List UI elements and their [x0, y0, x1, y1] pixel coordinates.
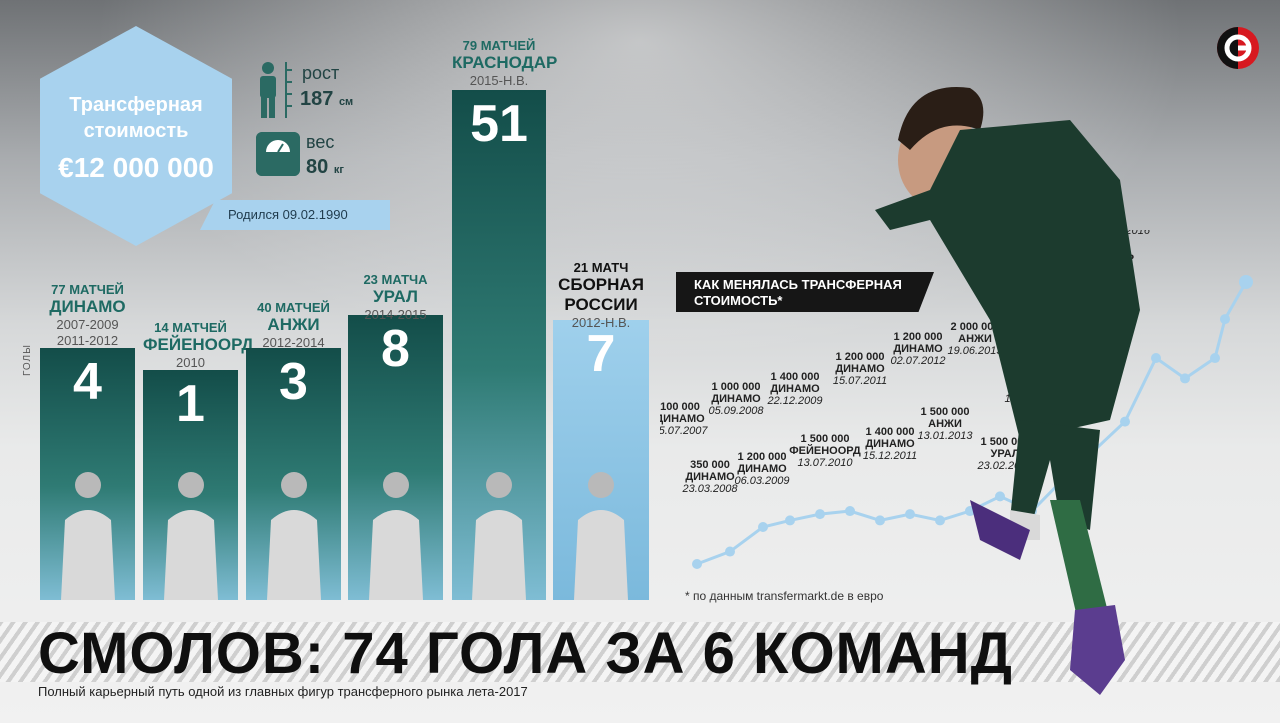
transfer-value-point-label: 350 000 ДИНАМО 23.03.2008: [681, 459, 738, 495]
club-bar-2: 1: [143, 370, 238, 600]
weight-unit: кг: [333, 164, 344, 176]
club-bar-4: 8: [348, 315, 443, 600]
club-years: 2015-Н.В.: [469, 73, 529, 88]
club-name: УРАЛ: [373, 287, 418, 306]
club-goals-value: 51: [470, 95, 528, 153]
transfer-value-point: [1120, 416, 1130, 427]
transfer-value-point: [935, 515, 945, 526]
goals-axis-label: ГОЛЫ: [22, 344, 33, 376]
transfer-value-point: [1210, 353, 1220, 364]
club-bar-1: 4: [40, 348, 135, 600]
chart-footnote: * по данным transfermarkt.de в евро: [685, 589, 884, 603]
club-goals-value: 4: [73, 353, 102, 411]
weight-label: вес: [306, 132, 335, 152]
transfer-value-amount: €12 000 000: [58, 152, 214, 183]
club-header-1: 77 МАТЧЕЙ ДИНАМО 2007-2009 2011-2012: [40, 282, 135, 349]
transfer-value-point: [845, 506, 855, 517]
club-goals-value: 3: [279, 353, 308, 411]
club-matches: 14 МАТЧЕЙ: [154, 320, 227, 335]
height-label: рост: [302, 63, 340, 83]
club-bar-5: 51: [452, 90, 546, 600]
club-name: ДИНАМО: [49, 297, 126, 316]
club-name: КРАСНОДАР: [452, 53, 558, 72]
transfer-value-point-label: 1 200 000 ДИНАМО 15.07.2011: [833, 351, 887, 387]
club-header-4: 23 МАТЧА УРАЛ 2014-2015: [348, 272, 443, 323]
club-player-photo: [368, 472, 423, 600]
club-goals-value: 7: [586, 325, 616, 383]
club-matches: 21 МАТЧ: [573, 260, 629, 275]
club-header-2: 14 МАТЧЕЙ ФЕЙЕНООРД 2010: [143, 320, 254, 371]
transfer-value-point: [1239, 275, 1253, 289]
sports-logo-icon: [1217, 27, 1259, 69]
transfer-value-point-label: 2 000 000 АНЖИ 19.06.2013: [947, 321, 1003, 357]
club-name: ФЕЙЕНООРД: [143, 335, 254, 354]
headline-stripe-band: [0, 622, 1280, 682]
transfer-value-point: [785, 515, 795, 526]
club-player-photo: [163, 472, 218, 600]
height-unit: см: [338, 96, 354, 108]
line-chart-title: КАК МЕНЯЛАСЬ ТРАНСФЕРНАЯ СТОИМОСТЬ*: [676, 272, 934, 312]
transfer-value-point-label: 1 000 000 ДИНАМО 05.09.2008: [708, 381, 764, 417]
club-header-5: 79 МАТЧЕЙ КРАСНОДАР 2015-Н.В.: [452, 38, 558, 89]
transfer-value-point: [875, 515, 885, 526]
club-matches: 40 МАТЧЕЙ: [257, 300, 330, 315]
club-player-photo: [574, 472, 628, 600]
club-matches: 23 МАТЧА: [363, 272, 428, 287]
player-photo: [875, 87, 1140, 695]
transfer-value-point-label: 1 400 000 ДИНАМО 15.12.2011: [863, 426, 917, 462]
club-bar-6: 7: [553, 320, 649, 600]
transfer-value-point-label: 1 200 000 ДИНАМО 06.03.2009: [734, 451, 789, 487]
transfer-value-point: [758, 522, 768, 533]
transfer-value-point: [815, 509, 825, 520]
club-bar-3: 3: [246, 348, 341, 600]
transfer-value-point-label: 100 000ДИНАМО25.07.2007: [660, 401, 708, 437]
transfer-value-point: [1220, 314, 1230, 325]
club-goals-value: 8: [381, 320, 410, 378]
club-goals-value: 1: [176, 375, 205, 433]
born-banner: [200, 200, 390, 230]
transfer-value-point-label: 1 500 000 ФЕЙЕНООРД 13.07.2010: [789, 433, 861, 469]
club-player-photo: [472, 472, 526, 600]
club-player-photo: [60, 472, 115, 600]
transfer-value-point: [995, 491, 1005, 502]
transfer-value-title: Трансферная стоимость: [69, 94, 203, 142]
club-years: 2014-2015: [364, 307, 427, 322]
club-header-6: 21 МАТЧ СБОРНАЯ РОССИИ 2012-Н.В.: [553, 260, 649, 331]
subheadline: Полный карьерный путь одной из главных ф…: [38, 684, 528, 699]
transfer-value-point: [692, 559, 702, 570]
transfer-value-point: [1180, 373, 1190, 384]
transfer-value-hexagon: [40, 26, 232, 246]
weight-value: 80 кг: [306, 156, 344, 178]
club-years: 2011-2012: [56, 333, 119, 348]
club-years: 2010: [176, 355, 205, 370]
club-name: АНЖИ: [267, 315, 320, 334]
club-player-photo: [266, 472, 321, 600]
transfer-value-point: [1151, 353, 1161, 364]
club-matches: 79 МАТЧЕЙ: [462, 38, 536, 53]
club-name: СБОРНАЯ РОССИИ: [558, 275, 644, 314]
height-person-icon: [260, 62, 292, 118]
scale-icon: [256, 132, 300, 176]
transfer-value-point: [725, 546, 735, 557]
club-matches: 77 МАТЧЕЙ: [51, 282, 124, 297]
club-header-3: 40 МАТЧЕЙ АНЖИ 2012-2014: [246, 300, 341, 351]
transfer-value-point-label: 1 400 000 ДИНАМО 22.12.2009: [766, 371, 822, 407]
club-years: 2007-2009: [56, 317, 119, 332]
club-years: 2012-2014: [262, 335, 325, 350]
transfer-value-point-label: 1 200 000 ДИНАМО 02.07.2012: [890, 331, 945, 367]
club-years: 2012-Н.В.: [571, 315, 631, 330]
height-value: 187 см: [300, 88, 354, 110]
transfer-value-point: [905, 509, 915, 520]
headline: СМОЛОВ: 74 ГОЛА ЗА 6 КОМАНД: [38, 621, 1013, 686]
transfer-value-point-label: 1 500 000 АНЖИ 13.01.2013: [917, 406, 973, 442]
born-date: Родился 09.02.1990: [228, 207, 348, 222]
